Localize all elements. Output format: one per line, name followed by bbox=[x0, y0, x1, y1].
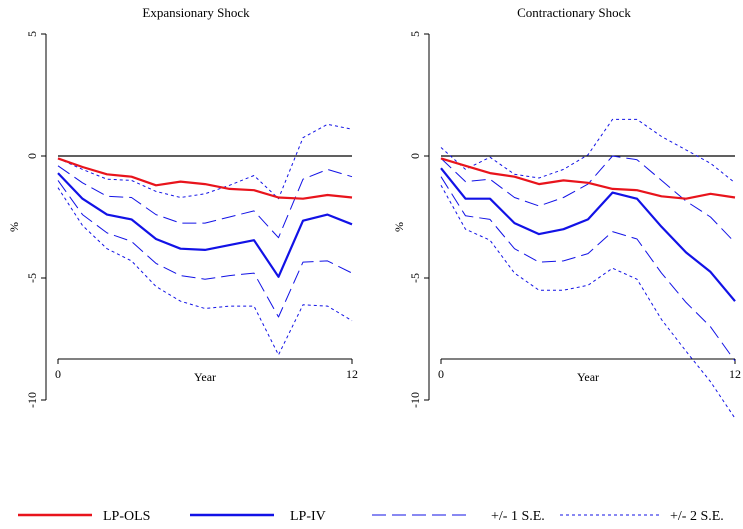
legend-label: LP-IV bbox=[290, 509, 326, 524]
series-line-se1 bbox=[57, 180, 353, 318]
y-axis-label: % bbox=[392, 222, 406, 232]
panel-title: Contractionary Shock bbox=[517, 5, 631, 20]
legend-label: +/- 2 S.E. bbox=[670, 509, 724, 524]
legend-item: LP-IV bbox=[190, 509, 326, 524]
series-line-iv bbox=[440, 167, 736, 302]
y-tick-label: 5 bbox=[408, 31, 422, 37]
legend-item: LP-OLS bbox=[18, 509, 150, 524]
y-tick-label: 0 bbox=[408, 153, 422, 159]
series-line-se1 bbox=[440, 155, 736, 243]
x-tick-label: 12 bbox=[346, 367, 358, 381]
series-line-se1 bbox=[57, 165, 353, 239]
legend-item: +/- 2 S.E. bbox=[560, 509, 724, 524]
legend-label: LP-OLS bbox=[103, 509, 150, 524]
legend-label: +/- 1 S.E. bbox=[491, 509, 545, 524]
y-tick-label: -5 bbox=[408, 273, 422, 283]
series-line-iv bbox=[57, 172, 353, 278]
y-tick-label: 0 bbox=[25, 153, 39, 159]
series-line-se2 bbox=[57, 187, 353, 356]
y-tick-label: -5 bbox=[25, 273, 39, 283]
y-tick-label: -10 bbox=[25, 392, 39, 408]
y-tick-label: 5 bbox=[25, 31, 39, 37]
panel-contractionary: Contractionary Shock Year % 5 0 -5 -10 0 12 bbox=[392, 5, 741, 419]
axes: 5 0 -5 -10 0 12 bbox=[408, 31, 741, 408]
legend-item: +/- 1 S.E. bbox=[372, 509, 545, 524]
panel-expansionary: Expansionary Shock Year % 5 0 -5 -10 0 12 bbox=[7, 5, 358, 408]
x-tick-label: 12 bbox=[729, 367, 741, 381]
axes: 5 0 -5 -10 0 12 bbox=[25, 31, 358, 408]
series-line-ols bbox=[440, 157, 736, 200]
panel-title: Expansionary Shock bbox=[142, 5, 250, 20]
y-tick-label: -10 bbox=[408, 392, 422, 408]
y-axis-label: % bbox=[7, 222, 21, 232]
series-line-se2 bbox=[440, 118, 736, 184]
x-axis-label: Year bbox=[577, 370, 599, 384]
x-tick-label: 0 bbox=[55, 367, 61, 381]
legend: LP-OLS LP-IV +/- 1 S.E. +/- 2 S.E. bbox=[18, 509, 724, 524]
x-tick-label: 0 bbox=[438, 367, 444, 381]
x-axis-label: Year bbox=[194, 370, 216, 384]
series-line-ols bbox=[57, 157, 353, 200]
series-line-se1 bbox=[440, 176, 736, 362]
series-line-se2 bbox=[57, 123, 353, 200]
